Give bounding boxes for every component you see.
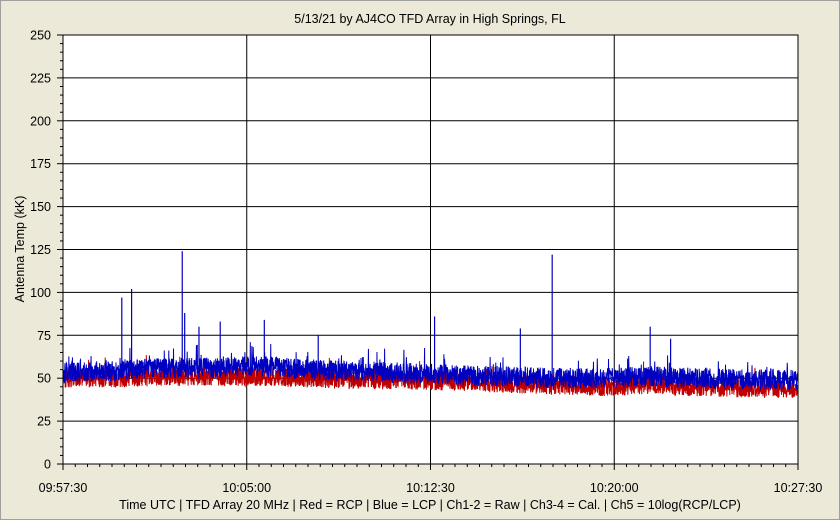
y-tick-label: 150 (30, 200, 51, 214)
x-tick-label: 10:27:30 (774, 481, 823, 495)
x-tick-label: 10:12:30 (406, 481, 455, 495)
x-axis-label: Time UTC | TFD Array 20 MHz | Red = RCP … (119, 498, 741, 512)
y-tick-label: 25 (37, 415, 51, 429)
y-tick-label: 0 (44, 458, 51, 472)
x-tick-label: 10:05:00 (222, 481, 271, 495)
plot-border (62, 34, 799, 465)
y-tick-label: 75 (37, 329, 51, 343)
y-tick-label: 200 (30, 114, 51, 128)
series-lcp-line (62, 342, 799, 391)
y-tick-label: 100 (30, 286, 51, 300)
y-axis-label: Antenna Temp (kK) (13, 196, 27, 303)
series-layer (62, 251, 799, 398)
y-tick-label: 175 (30, 157, 51, 171)
x-tick-label: 09:57:30 (39, 481, 88, 495)
y-tick-label: 250 (30, 29, 51, 43)
y-tick-label: 125 (30, 243, 51, 257)
chart-title: 5/13/21 by AJ4CO TFD Array in High Sprin… (294, 12, 565, 26)
axes: 0 25 50 75 100 125 150 175 200 225 250 09:57:30 10:0… (30, 29, 822, 496)
x-tick-label: 10:20:00 (590, 481, 639, 495)
y-tick-label: 50 (37, 372, 51, 386)
y-tick-label: 225 (30, 71, 51, 85)
